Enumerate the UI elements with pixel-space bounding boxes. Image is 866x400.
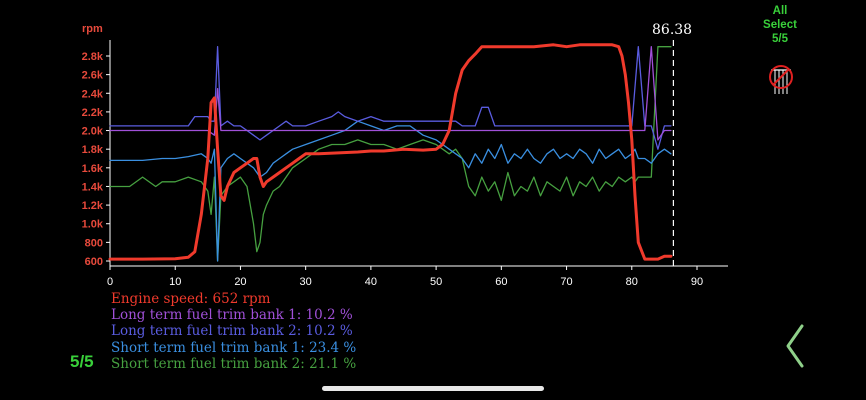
page-counter: 5/5: [70, 352, 94, 371]
no-select-icon: [769, 65, 793, 94]
x-tick-label: 40: [365, 276, 377, 288]
y-tick-label: 1.6k: [82, 163, 104, 175]
y-tick-label: 1.2k: [82, 200, 104, 212]
x-tick-label: 10: [169, 276, 181, 288]
y-tick-label: 2.0k: [82, 126, 104, 138]
x-tick-label: 90: [691, 276, 703, 288]
y-tick-label: 800: [85, 237, 103, 249]
next-page-button[interactable]: [782, 322, 808, 370]
home-indicator[interactable]: [322, 386, 544, 391]
legend-engine-speed: Engine speed: 652 rpm: [111, 291, 271, 307]
all-label: All: [772, 5, 788, 17]
y-tick-label: 2.4k: [82, 88, 104, 100]
all-select-button[interactable]: All Select 5/5: [752, 4, 808, 46]
y-tick-label: 2.6k: [82, 70, 104, 82]
series-line-engine-speed: [108, 43, 673, 261]
x-tick-label: 70: [560, 276, 572, 288]
y-tick-label: 2.8k: [82, 51, 104, 63]
legend-lt-bank1: Long term fuel trim bank 1: 10.2 %: [111, 307, 353, 323]
cursor-value-readout: 86.38: [652, 22, 693, 38]
chart-axes: 6008001.0k1.2k1.4k1.6k1.8k2.0k2.2k2.4k2.…: [82, 40, 728, 288]
select-count: 5/5: [772, 33, 788, 45]
x-tick-label: 50: [430, 276, 442, 288]
series-line-long-term-fuel-trim-bank-2: [109, 46, 672, 150]
y-tick-label: 2.2k: [82, 107, 104, 119]
series-line-short-term-fuel-trim-bank-1: [109, 120, 672, 262]
y-tick-label: 1.8k: [82, 144, 104, 156]
x-tick-label: 20: [234, 276, 246, 288]
y-tick-label: 1.4k: [82, 181, 104, 193]
x-tick-label: 30: [300, 276, 312, 288]
y-tick-label: 600: [85, 256, 103, 268]
chart-series: [108, 43, 673, 262]
x-tick-label: 60: [495, 276, 507, 288]
legend-st-bank2: Short term fuel trim bank 2: 21.1 %: [111, 356, 357, 372]
y-axis-unit-label: rpm: [82, 23, 103, 35]
legend-lt-bank2: Long term fuel trim bank 2: 10.2 %: [111, 323, 353, 339]
x-tick-label: 0: [107, 276, 113, 288]
legend-st-bank1: Short term fuel trim bank 1: 23.4 %: [111, 340, 357, 356]
x-tick-label: 80: [626, 276, 638, 288]
deselect-all-button[interactable]: [765, 60, 795, 100]
chevron-left-icon: [786, 324, 804, 368]
y-tick-label: 1.0k: [82, 219, 104, 231]
select-label: Select: [763, 19, 797, 31]
